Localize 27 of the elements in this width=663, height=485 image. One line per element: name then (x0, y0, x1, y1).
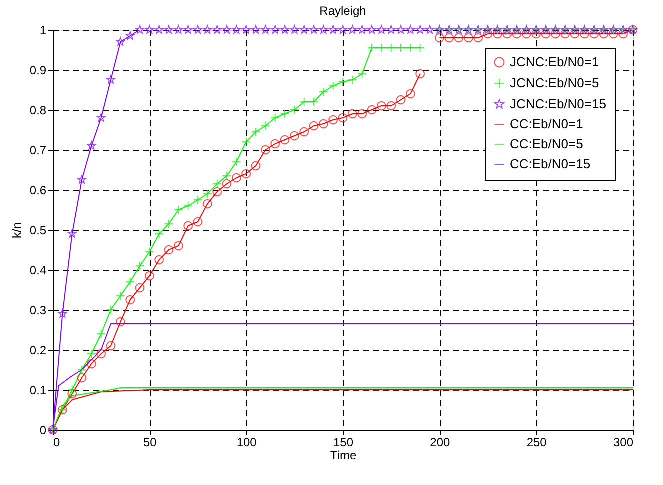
y-axis-title: k/n (10, 222, 24, 239)
y-tick-label: 0.5 (30, 224, 47, 238)
legend-label: JCNC:Eb/N0=5 (510, 76, 600, 90)
y-tick-label: 0.7 (30, 144, 47, 158)
legend-label: CC:Eb/N0=15 (510, 156, 591, 172)
y-tick-label: 0.3 (30, 304, 47, 318)
y-tick-label: 0 (40, 424, 47, 438)
y-tick-label: 1 (40, 24, 47, 38)
x-tick-label: 200 (430, 436, 450, 450)
y-tick-label: 0.2 (30, 344, 47, 358)
x-tick-label: 250 (526, 436, 548, 450)
legend-label: JCNC:Eb/N0=15 (510, 96, 606, 112)
y-tick-label: 0.6 (30, 184, 47, 198)
legend-label: CC:Eb/N0=5 (510, 136, 584, 152)
x-tick-label: 100 (236, 436, 258, 450)
y-tick-label: 0.1 (30, 384, 47, 398)
y-tick-label: 0.4 (30, 264, 47, 278)
x-tick-label: 50 (143, 436, 158, 450)
y-tick-label: 0.8 (30, 104, 47, 118)
chart-title: Rayleigh (320, 4, 366, 18)
x-tick-label: 0 (54, 436, 60, 450)
legend-label: JCNC:Eb/N0=1 (510, 54, 600, 70)
x-tick-label: 150 (333, 436, 354, 450)
legend-label: CC:Eb/N0=1 (510, 116, 584, 132)
x-tick-label: 300 (613, 436, 634, 450)
x-axis-title: Time (330, 448, 357, 462)
y-tick-label: 0.9 (30, 64, 47, 78)
